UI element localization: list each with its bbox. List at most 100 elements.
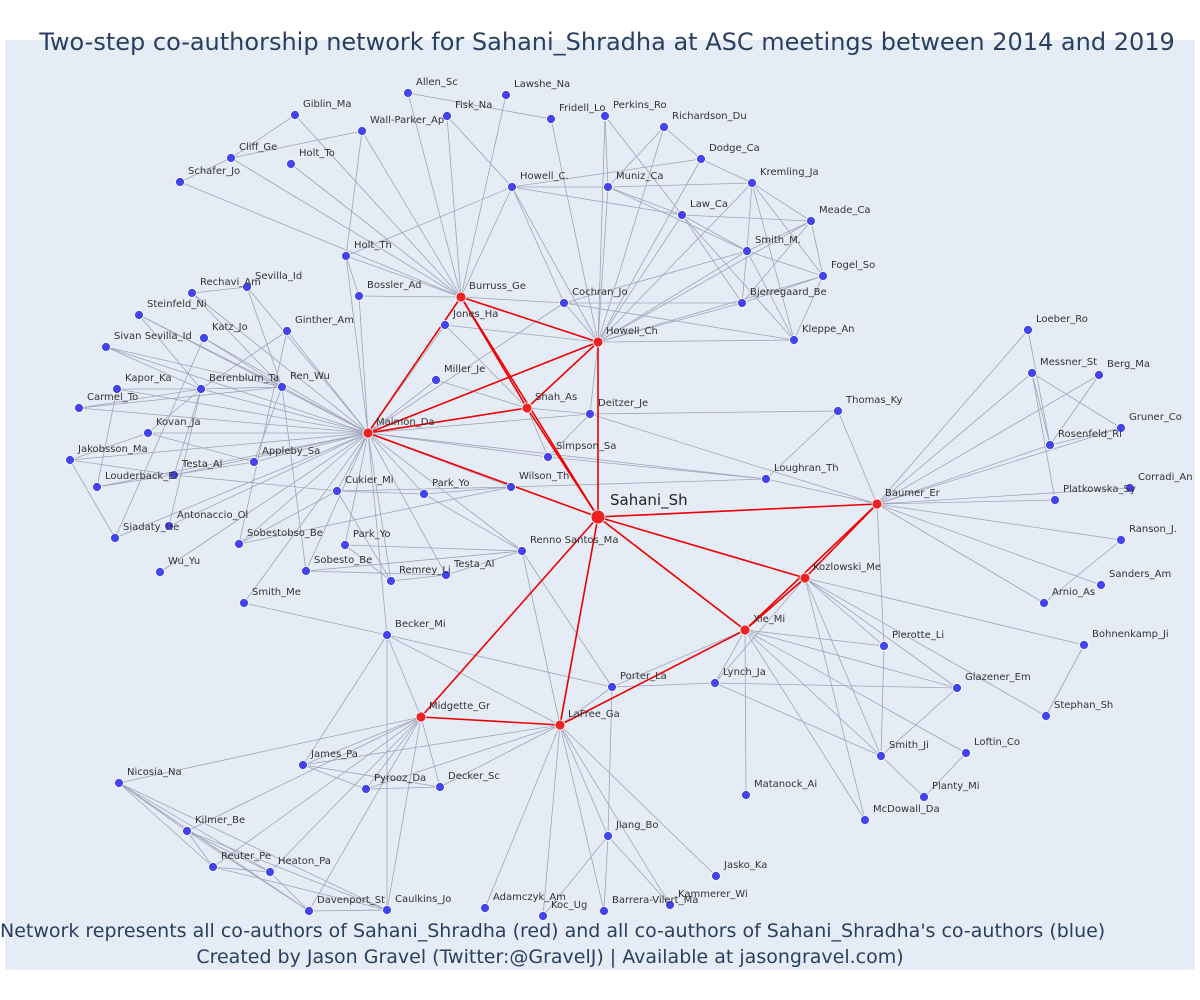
secondary-node[interactable] xyxy=(249,457,259,467)
secondary-node[interactable] xyxy=(304,906,314,916)
secondary-node[interactable] xyxy=(431,375,441,385)
secondary-node[interactable] xyxy=(1116,535,1126,545)
secondary-node[interactable] xyxy=(860,815,870,825)
secondary-node[interactable] xyxy=(134,310,144,320)
secondary-node[interactable] xyxy=(818,271,828,281)
secondary-node[interactable] xyxy=(761,474,771,484)
secondary-node[interactable] xyxy=(501,90,511,100)
secondary-node[interactable] xyxy=(789,335,799,345)
secondary-node[interactable] xyxy=(1079,640,1089,650)
secondary-node[interactable] xyxy=(332,486,342,496)
secondary-node[interactable] xyxy=(155,567,165,577)
secondary-node[interactable] xyxy=(92,482,102,492)
coauthor-node[interactable] xyxy=(362,427,374,439)
secondary-node[interactable] xyxy=(286,159,296,169)
coauthor-node[interactable] xyxy=(455,291,467,303)
secondary-node[interactable] xyxy=(265,867,275,877)
secondary-node[interactable] xyxy=(175,177,185,187)
secondary-node[interactable] xyxy=(382,905,392,915)
coauthor-node[interactable] xyxy=(871,498,883,510)
secondary-node[interactable] xyxy=(1027,368,1037,378)
secondary-node[interactable] xyxy=(919,792,929,802)
secondary-node[interactable] xyxy=(607,682,617,692)
secondary-node[interactable] xyxy=(677,210,687,220)
secondary-node[interactable] xyxy=(419,489,429,499)
secondary-node[interactable] xyxy=(242,282,252,292)
secondary-node[interactable] xyxy=(403,88,413,98)
secondary-node[interactable] xyxy=(696,154,706,164)
secondary-node[interactable] xyxy=(480,903,490,913)
secondary-node[interactable] xyxy=(101,342,111,352)
secondary-node[interactable] xyxy=(1039,598,1049,608)
secondary-node[interactable] xyxy=(710,678,720,688)
secondary-node[interactable] xyxy=(1116,423,1126,433)
secondary-node[interactable] xyxy=(187,288,197,298)
secondary-node[interactable] xyxy=(182,826,192,836)
secondary-node[interactable] xyxy=(435,782,445,792)
secondary-node[interactable] xyxy=(1125,483,1135,493)
secondary-node[interactable] xyxy=(234,539,244,549)
secondary-node[interactable] xyxy=(143,428,153,438)
secondary-node[interactable] xyxy=(1096,580,1106,590)
secondary-node[interactable] xyxy=(806,216,816,226)
secondary-node[interactable] xyxy=(1023,325,1033,335)
secondary-node[interactable] xyxy=(442,111,452,121)
secondary-node[interactable] xyxy=(199,333,209,343)
secondary-node[interactable] xyxy=(1050,495,1060,505)
secondary-node[interactable] xyxy=(65,455,75,465)
secondary-node[interactable] xyxy=(357,126,367,136)
secondary-node[interactable] xyxy=(603,831,613,841)
secondary-node[interactable] xyxy=(208,862,218,872)
secondary-node[interactable] xyxy=(603,182,613,192)
secondary-node[interactable] xyxy=(290,110,300,120)
secondary-node[interactable] xyxy=(665,900,675,910)
coauthor-node[interactable] xyxy=(554,719,566,731)
coauthor-node[interactable] xyxy=(592,336,604,348)
secondary-node[interactable] xyxy=(961,748,971,758)
coauthor-node[interactable] xyxy=(415,711,427,723)
secondary-node[interactable] xyxy=(277,382,287,392)
secondary-node[interactable] xyxy=(239,598,249,608)
secondary-node[interactable] xyxy=(737,298,747,308)
secondary-node[interactable] xyxy=(507,182,517,192)
secondary-node[interactable] xyxy=(169,470,179,480)
secondary-node[interactable] xyxy=(341,251,351,261)
secondary-node[interactable] xyxy=(546,114,556,124)
secondary-node[interactable] xyxy=(585,409,595,419)
secondary-node[interactable] xyxy=(226,153,236,163)
secondary-node[interactable] xyxy=(747,178,757,188)
secondary-node[interactable] xyxy=(1041,711,1051,721)
secondary-node[interactable] xyxy=(538,911,548,921)
secondary-node[interactable] xyxy=(110,533,120,543)
secondary-node[interactable] xyxy=(879,641,889,651)
secondary-node[interactable] xyxy=(112,384,122,394)
secondary-node[interactable] xyxy=(298,760,308,770)
coauthor-node[interactable] xyxy=(521,402,533,414)
secondary-node[interactable] xyxy=(1045,440,1055,450)
secondary-node[interactable] xyxy=(340,540,350,550)
secondary-node[interactable] xyxy=(196,384,206,394)
secondary-node[interactable] xyxy=(382,630,392,640)
secondary-node[interactable] xyxy=(441,570,451,580)
secondary-node[interactable] xyxy=(361,784,371,794)
secondary-node[interactable] xyxy=(74,403,84,413)
center-node[interactable] xyxy=(590,509,606,525)
secondary-node[interactable] xyxy=(386,576,396,586)
secondary-node[interactable] xyxy=(354,291,364,301)
secondary-node[interactable] xyxy=(741,790,751,800)
secondary-node[interactable] xyxy=(599,906,609,916)
secondary-node[interactable] xyxy=(517,546,527,556)
secondary-node[interactable] xyxy=(543,452,553,462)
secondary-node[interactable] xyxy=(282,326,292,336)
coauthor-node[interactable] xyxy=(799,572,811,584)
secondary-node[interactable] xyxy=(114,778,124,788)
secondary-node[interactable] xyxy=(876,751,886,761)
secondary-node[interactable] xyxy=(506,482,516,492)
secondary-node[interactable] xyxy=(659,122,669,132)
secondary-node[interactable] xyxy=(440,320,450,330)
secondary-node[interactable] xyxy=(1094,370,1104,380)
coauthor-node[interactable] xyxy=(739,624,751,636)
secondary-node[interactable] xyxy=(301,566,311,576)
secondary-node[interactable] xyxy=(164,521,174,531)
